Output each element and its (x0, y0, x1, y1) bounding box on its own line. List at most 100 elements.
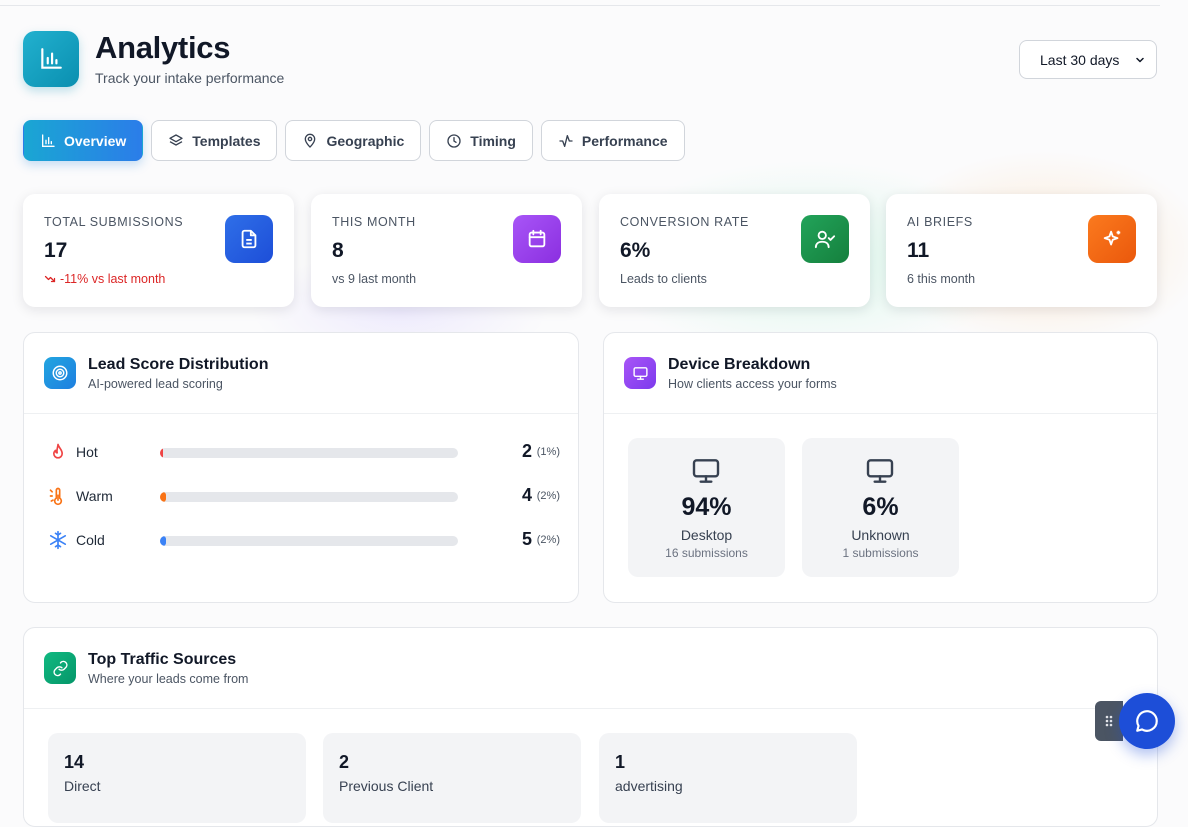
score-count: 4 (521, 485, 532, 505)
tab-overview[interactable]: Overview (23, 120, 144, 161)
panel-title: Lead Score Distribution (88, 356, 269, 373)
date-range-value: Last 30 days (1040, 51, 1120, 68)
tab-label: Overview (64, 132, 127, 149)
lead-score-panel: Lead Score Distribution AI-powered lead … (23, 332, 579, 603)
score-percent: (2%) (536, 490, 560, 502)
bar-chart-icon (42, 133, 55, 147)
score-label: Hot (76, 444, 98, 460)
activity-icon (559, 134, 573, 147)
monitor-icon (866, 459, 894, 483)
score-bar-fill (160, 448, 163, 458)
device-name: Unknown (851, 527, 910, 543)
stat-label: TOTAL SUBMISSIONS (44, 215, 184, 229)
flame-icon (53, 443, 64, 459)
stat-note: vs 9 last month (332, 272, 417, 286)
score-row-hot: Hot 2 (1%) (48, 440, 560, 464)
panel-header: Lead Score Distribution AI-powered lead … (24, 333, 578, 414)
stat-value: 11 (907, 239, 930, 262)
device-percent: 94% (681, 493, 732, 521)
stat-note-text: -11% vs last month (60, 272, 166, 286)
tab-performance[interactable]: Performance (540, 120, 685, 161)
panel-header: Device Breakdown How clients access your… (604, 333, 1157, 414)
page-title: Analytics (95, 30, 231, 65)
device-breakdown-panel: Device Breakdown How clients access your… (603, 332, 1158, 603)
score-percent: (2%) (536, 534, 560, 546)
stat-note: -11% vs last month (44, 272, 273, 286)
drag-handle[interactable] (1095, 701, 1123, 741)
source-label: Previous Client (339, 778, 434, 794)
user-check-icon (801, 215, 849, 263)
stat-label: AI BRIEFS (907, 215, 973, 229)
stat-card-conversion-rate: CONVERSION RATE 6% Leads to clients (599, 194, 870, 307)
layers-icon (169, 133, 183, 146)
source-count: 1 (615, 752, 626, 772)
panel-title: Top Traffic Sources (88, 651, 237, 668)
score-bar-fill (160, 536, 166, 546)
device-submissions: 16 submissions (665, 546, 748, 560)
stat-note: Leads to clients (620, 272, 707, 286)
device-card-desktop: 94% Desktop 16 submissions (628, 438, 785, 577)
chat-button[interactable] (1119, 693, 1175, 749)
tab-label: Templates (192, 132, 261, 149)
stat-card-this-month: THIS MONTH 8 vs 9 last month (311, 194, 582, 307)
device-submissions: 1 submissions (842, 546, 919, 560)
analytics-app-icon (23, 31, 79, 87)
tab-timing[interactable]: Timing (429, 120, 533, 161)
document-icon (225, 215, 273, 263)
panel-subtitle: How clients access your forms (668, 377, 837, 391)
trending-down-icon (44, 275, 56, 283)
link-icon (44, 652, 76, 684)
chevron-down-icon (1136, 57, 1144, 63)
tab-templates[interactable]: Templates (151, 120, 278, 161)
stat-label: THIS MONTH (332, 215, 416, 229)
page-subtitle: Track your intake performance (95, 70, 285, 86)
score-count: 2 (521, 441, 532, 461)
map-pin-icon (305, 133, 316, 148)
snowflake-icon (49, 530, 67, 550)
score-percent: (1%) (536, 446, 560, 458)
score-bar (160, 492, 458, 502)
target-icon (44, 357, 76, 389)
calendar-icon (513, 215, 561, 263)
date-range-select[interactable]: Last 30 days (1019, 40, 1157, 79)
tab-label: Timing (470, 132, 516, 149)
score-row-cold: Cold 5 (2%) (48, 528, 560, 552)
monitor-icon (692, 459, 720, 483)
monitor-icon (624, 357, 656, 389)
score-count: 5 (521, 529, 532, 549)
device-card-unknown: 6% Unknown 1 submissions (802, 438, 959, 577)
source-card-previous-client: 2 Previous Client (323, 733, 581, 823)
sparkles-icon (1088, 215, 1136, 263)
source-count: 14 (64, 752, 85, 772)
score-bar-fill (160, 492, 166, 502)
grip-icon (1105, 715, 1113, 727)
source-label: Direct (64, 778, 101, 794)
panel-header: Top Traffic Sources Where your leads com… (24, 628, 1157, 709)
device-name: Desktop (680, 527, 733, 543)
score-bar (160, 536, 458, 546)
panel-title: Device Breakdown (668, 356, 811, 373)
source-label: advertising (615, 778, 683, 794)
source-count: 2 (339, 752, 350, 772)
traffic-sources-panel: Top Traffic Sources Where your leads com… (23, 627, 1158, 827)
tab-geographic[interactable]: Geographic (285, 120, 422, 161)
tab-label: Performance (581, 132, 668, 149)
panel-subtitle: AI-powered lead scoring (88, 377, 223, 391)
panel-subtitle: Where your leads come from (88, 672, 249, 686)
score-row-warm: Warm 4 (2%) (48, 484, 560, 508)
clock-icon (447, 133, 461, 148)
score-label: Cold (76, 532, 105, 548)
tab-bar: Overview Templates Geographic Timing Per… (23, 120, 685, 161)
device-percent: 6% (862, 493, 899, 521)
stat-value: 8 (332, 239, 344, 262)
stat-card-total-submissions: TOTAL SUBMISSIONS 17 -11% vs last month (23, 194, 294, 307)
stat-value: 6% (620, 239, 651, 262)
stat-card-ai-briefs: AI BRIEFS 11 6 this month (886, 194, 1157, 307)
score-bar (160, 448, 458, 458)
stat-label: CONVERSION RATE (620, 215, 749, 229)
source-card-advertising: 1 advertising (599, 733, 857, 823)
stat-note: 6 this month (907, 272, 976, 286)
tab-label: Geographic (326, 132, 405, 149)
thermometer-icon (49, 487, 63, 506)
top-divider (0, 5, 1160, 6)
